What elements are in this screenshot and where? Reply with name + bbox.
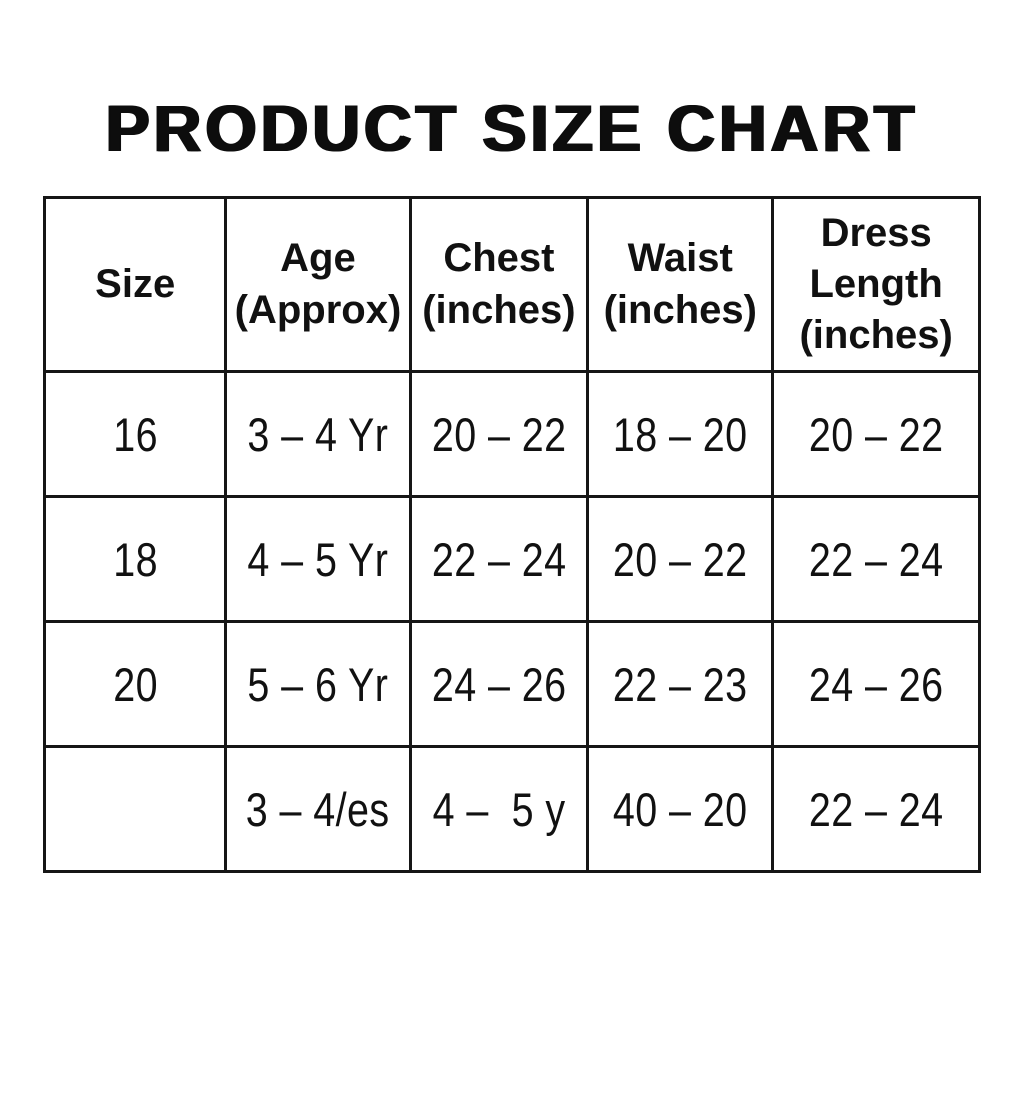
cell-text: 3 – 4 Yr — [247, 407, 389, 461]
table-cell — [42, 745, 228, 873]
cell-text: 16 — [112, 407, 158, 461]
cell-text: 22 – 23 — [612, 657, 748, 711]
table-body: 16 3 – 4 Yr 20 – 22 18 – 20 20 – 22 18 4 – 5 Y… — [42, 370, 981, 873]
table-row: 18 4 – 5 Yr 22 – 24 20 – 22 22 – 24 — [42, 495, 981, 623]
table-header-row: Size Age (Approx) Chest (inches) Waist (inc… — [42, 196, 981, 373]
table-cell: 20 — [42, 620, 228, 748]
table-cell: 22 – 24 — [771, 745, 981, 873]
header-cell: Dress Length (inches) — [771, 196, 981, 373]
table-cell: 20 – 22 — [408, 370, 590, 498]
cell-text: 20 – 22 — [612, 532, 748, 586]
cell-text: 24 – 26 — [808, 657, 944, 711]
table-cell: 22 – 24 — [408, 495, 590, 623]
table-cell: 24 – 26 — [408, 620, 590, 748]
table-cell: 3 – 4/es — [224, 745, 412, 873]
cell-text: 20 — [112, 657, 158, 711]
table-cell: 3 – 4 Yr — [224, 370, 412, 498]
table-cell: 5 – 6 Yr — [224, 620, 412, 748]
size-chart-table: Size Age (Approx) Chest (inches) Waist (inc… — [42, 196, 981, 873]
header-cell: Size — [42, 196, 228, 373]
table-row: 20 5 – 6 Yr 24 – 26 22 – 23 24 – 26 — [42, 620, 981, 748]
cell-text: 18 – 20 — [612, 407, 748, 461]
table-cell: 18 — [42, 495, 228, 623]
cell-text: 4 – 5 Yr — [247, 532, 389, 586]
table-cell: 22 – 23 — [586, 620, 775, 748]
header-cell: Chest (inches) — [408, 196, 590, 373]
table-cell: 4 – 5 y — [408, 745, 590, 873]
table-cell: 40 – 20 — [586, 745, 775, 873]
cell-text: 22 – 24 — [808, 782, 944, 836]
cell-text: 5 – 6 Yr — [247, 657, 389, 711]
table-cell: 24 – 26 — [771, 620, 981, 748]
cell-text: 20 – 22 — [808, 407, 944, 461]
table-cell: 16 — [42, 370, 228, 498]
page-title: PRODUCT SIZE CHART — [105, 91, 919, 165]
cell-text: 20 – 22 — [431, 407, 567, 461]
table-cell: 20 – 22 — [586, 495, 775, 623]
table-cell: 20 – 22 — [771, 370, 981, 498]
table-row: 3 – 4/es 4 – 5 y 40 – 20 22 – 24 — [42, 745, 981, 873]
cell-text: 40 – 20 — [612, 782, 748, 836]
cell-text: 22 – 24 — [808, 532, 944, 586]
header-cell: Waist (inches) — [586, 196, 775, 373]
header-cell: Age (Approx) — [224, 196, 412, 373]
cell-text: 18 — [112, 532, 158, 586]
table-row: 16 3 – 4 Yr 20 – 22 18 – 20 20 – 22 — [42, 370, 981, 498]
cell-text: 22 – 24 — [431, 532, 567, 586]
table-cell: 4 – 5 Yr — [224, 495, 412, 623]
cell-text: 3 – 4/es — [246, 782, 390, 836]
cell-text: 4 – 5 y — [432, 782, 566, 836]
cell-text: 24 – 26 — [431, 657, 567, 711]
page: { "title": "PRODUCT SIZE CHART", "colors… — [0, 90, 1024, 1114]
table-cell: 18 – 20 — [586, 370, 775, 498]
table-cell: 22 – 24 — [771, 495, 981, 623]
